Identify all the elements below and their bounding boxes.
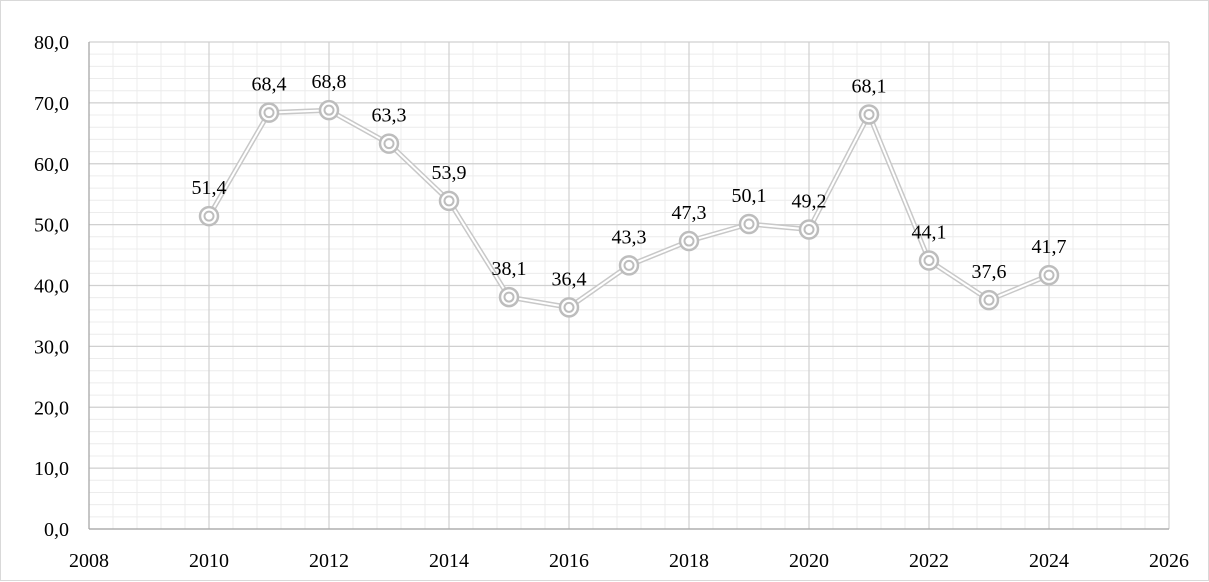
x-tick-label: 2012	[309, 550, 349, 572]
y-tick-label: 80,0	[34, 32, 69, 54]
y-tick-label: 60,0	[34, 154, 69, 176]
data-label: 50,1	[732, 185, 767, 207]
data-label: 37,6	[972, 261, 1007, 283]
data-label: 63,3	[372, 105, 407, 127]
x-tick-label: 2018	[669, 550, 709, 572]
data-point-marker-inner	[683, 235, 695, 247]
data-point-marker-inner	[263, 107, 275, 119]
data-label: 44,1	[912, 222, 947, 244]
data-point-marker-inner	[203, 210, 215, 222]
data-point-marker-inner	[503, 291, 515, 303]
data-label: 47,3	[672, 202, 707, 224]
data-point-marker-inner	[563, 301, 575, 313]
data-point-marker-inner	[1043, 269, 1055, 281]
y-axis-tick-labels: 0,0 10,0 20,0 30,0 40,0 50,0 60,0 70,0 80,0	[34, 32, 69, 541]
data-label: 43,3	[612, 226, 647, 248]
data-label: 68,1	[852, 75, 887, 97]
y-tick-label: 30,0	[34, 336, 69, 358]
data-label: 51,4	[192, 177, 227, 199]
data-label: 38,1	[492, 258, 527, 280]
data-markers	[198, 99, 1060, 318]
data-point-marker-inner	[743, 218, 755, 230]
data-label: 49,2	[792, 190, 827, 212]
x-tick-label: 2016	[549, 550, 589, 572]
data-point-marker-inner	[863, 108, 875, 120]
data-point-marker-inner	[923, 255, 935, 267]
y-tick-label: 10,0	[34, 458, 69, 480]
data-label: 36,4	[552, 268, 587, 290]
x-axis-tick-labels: 2008 2010 2012 2014 2016 2018 2020 2022 2024 2026	[69, 550, 1189, 572]
x-tick-label: 2024	[1029, 550, 1069, 572]
data-point-marker-inner	[323, 104, 335, 116]
x-tick-label: 2022	[909, 550, 949, 572]
y-tick-label: 0,0	[44, 519, 69, 541]
data-label: 68,4	[252, 74, 287, 96]
axes	[88, 42, 1169, 530]
x-tick-label: 2010	[189, 550, 229, 572]
x-tick-label: 2020	[789, 550, 829, 572]
data-point-marker-inner	[443, 195, 455, 207]
x-tick-label: 2014	[429, 550, 469, 572]
data-label: 68,8	[312, 71, 347, 93]
x-tick-label: 2026	[1149, 550, 1189, 572]
data-point-marker-inner	[983, 294, 995, 306]
y-tick-label: 50,0	[34, 215, 69, 237]
data-point-marker-inner	[623, 259, 635, 271]
data-point-marker-inner	[383, 138, 395, 150]
y-tick-label: 20,0	[34, 397, 69, 419]
data-label: 41,7	[1032, 236, 1067, 258]
data-labels: 51,4 68,4 68,8 63,3 53,9 38,1 36,4 43,3 47,3 50,1…	[192, 71, 1067, 290]
x-tick-label: 2008	[69, 550, 109, 572]
y-tick-label: 70,0	[34, 93, 69, 115]
y-tick-label: 40,0	[34, 276, 69, 298]
data-label: 53,9	[432, 162, 467, 184]
data-point-marker-inner	[803, 223, 815, 235]
